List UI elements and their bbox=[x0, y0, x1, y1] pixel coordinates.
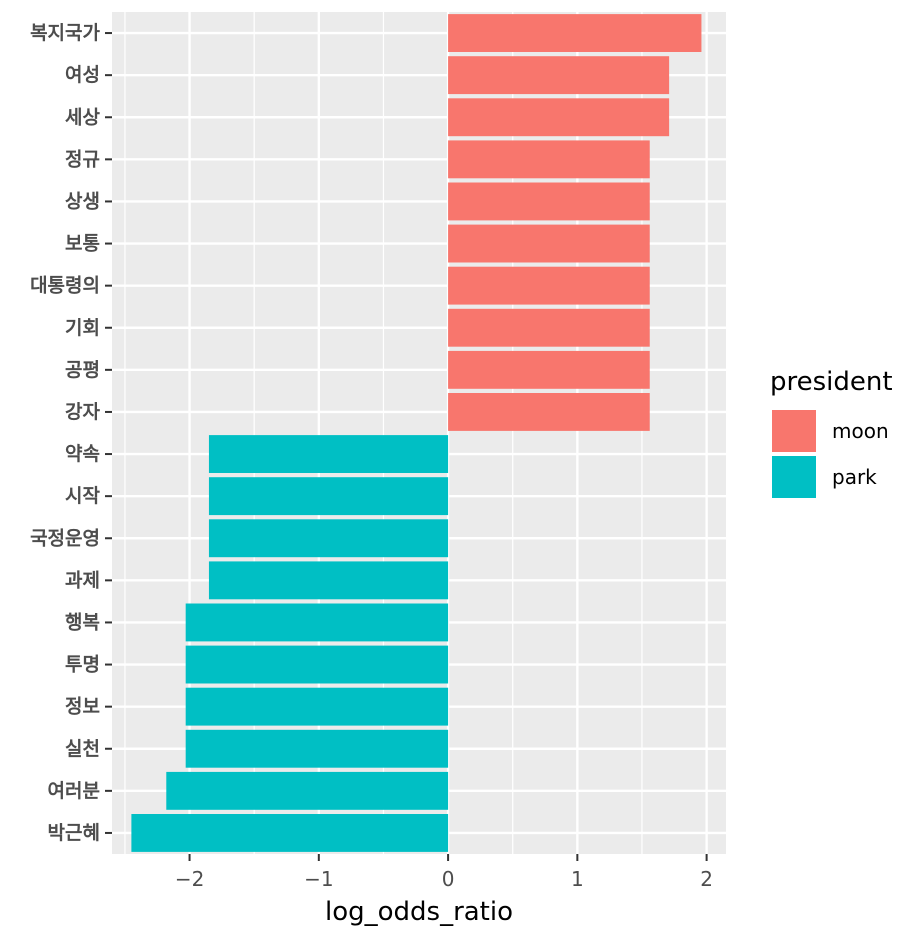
x-tick-label: 0 bbox=[442, 867, 455, 891]
bar-moon bbox=[448, 266, 650, 305]
y-tick-label: 약속 bbox=[65, 443, 100, 465]
legend-items: moon park bbox=[772, 410, 889, 498]
y-tick-label: 국정운영 bbox=[30, 527, 100, 549]
bar-moon bbox=[448, 14, 702, 52]
legend-label: park bbox=[832, 465, 877, 489]
y-tick-label: 정보 bbox=[65, 696, 100, 718]
y-tick-label: 행복 bbox=[65, 611, 100, 633]
x-tick-label: 1 bbox=[571, 867, 584, 891]
bar-park bbox=[185, 645, 449, 684]
bar-park bbox=[166, 771, 449, 810]
y-tick-label: 여성 bbox=[65, 64, 100, 86]
plot-panel bbox=[112, 12, 726, 854]
y-tick-label: 여러분 bbox=[48, 780, 100, 802]
x-axis: −2 −1 0 1 2 bbox=[175, 854, 713, 891]
y-tick-label: 과제 bbox=[65, 569, 100, 591]
bar-park bbox=[208, 519, 449, 558]
y-tick-label: 투명 bbox=[65, 654, 100, 676]
bar-moon bbox=[448, 350, 650, 389]
y-tick-label: 박근혜 bbox=[48, 822, 100, 844]
bar-park bbox=[208, 435, 449, 473]
y-axis: 복지국가여성세상정규상생보통대통령의기회공평강자약속시작국정운영과제행복투명정보… bbox=[30, 22, 112, 844]
bar-moon bbox=[448, 393, 650, 431]
y-tick-label: 상생 bbox=[65, 190, 100, 212]
legend-label: moon bbox=[832, 419, 889, 443]
bar-park bbox=[131, 814, 449, 852]
bar-moon bbox=[448, 308, 650, 347]
bar-moon bbox=[448, 56, 670, 95]
y-tick-label: 강자 bbox=[65, 401, 100, 423]
bar-park bbox=[208, 561, 449, 600]
bar-moon bbox=[448, 224, 650, 263]
y-tick-label: 세상 bbox=[65, 106, 100, 128]
x-axis-title: log_odds_ratio bbox=[325, 897, 513, 927]
bar-moon bbox=[448, 98, 670, 137]
y-tick-label: 복지국가 bbox=[30, 22, 100, 44]
x-tick-label: −1 bbox=[304, 867, 333, 891]
legend-title: president bbox=[770, 367, 893, 397]
legend-key-park bbox=[772, 456, 816, 498]
y-tick-label: 기회 bbox=[65, 317, 100, 339]
bar-park bbox=[185, 687, 449, 726]
y-tick-label: 보통 bbox=[65, 233, 100, 255]
bars-group bbox=[131, 14, 702, 852]
bar-park bbox=[208, 477, 449, 516]
y-tick-label: 시작 bbox=[65, 485, 100, 507]
legend: president moon park bbox=[770, 367, 893, 498]
y-tick-label: 정규 bbox=[65, 148, 100, 170]
bar-park bbox=[185, 729, 449, 768]
y-tick-label: 대통령의 bbox=[30, 275, 100, 297]
bar-park bbox=[185, 603, 449, 642]
bar-moon bbox=[448, 182, 650, 221]
y-tick-label: 실천 bbox=[65, 738, 100, 760]
x-tick-label: 2 bbox=[700, 867, 713, 891]
legend-key-moon bbox=[772, 410, 816, 452]
y-tick-label: 공평 bbox=[65, 359, 100, 381]
x-tick-label: −2 bbox=[175, 867, 204, 891]
bar-moon bbox=[448, 140, 650, 179]
